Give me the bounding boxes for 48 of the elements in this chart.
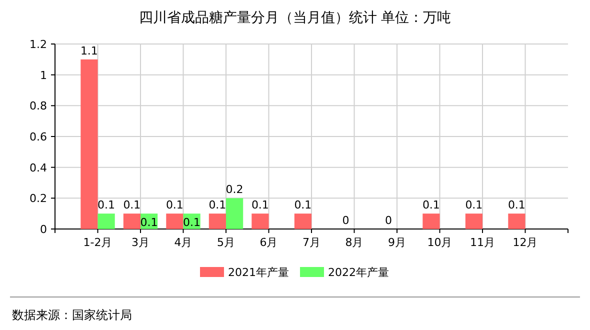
- legend-label: 2021年产量: [228, 266, 289, 279]
- y-tick-label: 1: [40, 68, 47, 82]
- data-label: 0.2: [226, 183, 244, 196]
- x-tick-label: 9月: [388, 236, 406, 249]
- data-label: 0.1: [140, 216, 158, 229]
- bar: [123, 214, 140, 229]
- x-tick-label: 5月: [217, 236, 235, 249]
- y-tick-label: 1.2: [30, 38, 47, 51]
- data-label: 0.1: [251, 198, 269, 212]
- data-label: 0.1: [208, 198, 226, 212]
- bar: [226, 198, 244, 229]
- x-tick-label: 11月: [470, 236, 495, 249]
- bar: [166, 214, 184, 229]
- data-label: 0: [342, 214, 350, 227]
- y-tick-label: 0.6: [30, 130, 47, 144]
- x-tick-label: 3月: [132, 236, 150, 249]
- data-label: 0.1: [294, 198, 312, 212]
- y-tick-label: 0.8: [30, 100, 47, 113]
- x-tick-label: 1-2月: [83, 236, 112, 249]
- data-label: 0.1: [508, 198, 526, 212]
- x-tick-label: 4月: [174, 236, 192, 249]
- y-tick-label: 0.2: [30, 192, 47, 206]
- data-label: 0.1: [98, 198, 116, 212]
- data-label: 0.1: [123, 198, 141, 212]
- y-tick-label: 0.4: [30, 161, 47, 174]
- source-note: 数据来源：国家统计局: [12, 308, 132, 322]
- data-label: 0.1: [183, 216, 201, 229]
- data-label: 0.1: [465, 198, 483, 212]
- x-tick-label: 10月: [427, 236, 452, 249]
- bar: [98, 214, 115, 229]
- x-tick-label: 8月: [345, 236, 364, 249]
- bar: [80, 59, 98, 229]
- bar: [208, 214, 226, 229]
- x-tick-label: 7月: [302, 236, 320, 249]
- legend-label: 2022年产量: [328, 266, 389, 279]
- y-tick-label: 0: [40, 223, 47, 236]
- data-label: 0.1: [166, 198, 184, 212]
- bar: [508, 214, 526, 229]
- x-tick-label: 12月: [512, 236, 538, 249]
- data-label: 0.1: [422, 198, 440, 212]
- data-label: 1.1: [80, 44, 98, 58]
- bar: [422, 214, 440, 229]
- bar: [252, 214, 269, 229]
- chart-title: 四川省成品糖产量分月（当月值）统计 单位：万吨: [138, 10, 452, 26]
- bar: [294, 214, 312, 229]
- bar: [465, 214, 482, 229]
- x-tick-label: 6月: [260, 236, 278, 249]
- data-label: 0: [384, 214, 392, 227]
